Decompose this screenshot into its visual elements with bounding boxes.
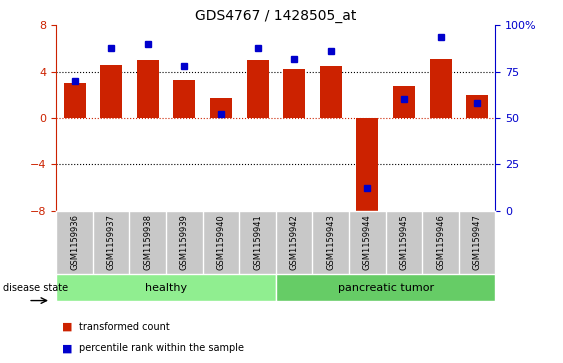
Bar: [320, 66, 342, 118]
Text: GSM1159939: GSM1159939: [180, 215, 189, 270]
Text: GSM1159942: GSM1159942: [290, 215, 298, 270]
Bar: [64, 83, 86, 118]
Text: GSM1159937: GSM1159937: [107, 214, 115, 270]
Text: percentile rank within the sample: percentile rank within the sample: [79, 343, 244, 354]
Bar: [283, 69, 305, 118]
Bar: [356, 118, 378, 216]
Bar: [247, 60, 269, 118]
Bar: [210, 98, 232, 118]
Text: ■: ■: [62, 322, 73, 332]
Text: pancreatic tumor: pancreatic tumor: [338, 283, 434, 293]
Text: GSM1159944: GSM1159944: [363, 215, 372, 270]
Bar: [56, 274, 276, 301]
Text: transformed count: transformed count: [79, 322, 169, 332]
Text: healthy: healthy: [145, 283, 187, 293]
Text: disease state: disease state: [3, 283, 68, 293]
Bar: [173, 80, 195, 118]
Text: GSM1159945: GSM1159945: [400, 215, 408, 270]
Text: GSM1159936: GSM1159936: [70, 214, 79, 270]
Text: GSM1159941: GSM1159941: [253, 215, 262, 270]
Text: GSM1159938: GSM1159938: [144, 214, 152, 270]
Text: GSM1159943: GSM1159943: [327, 215, 335, 270]
Bar: [137, 60, 159, 118]
Title: GDS4767 / 1428505_at: GDS4767 / 1428505_at: [195, 9, 356, 23]
Text: GSM1159946: GSM1159946: [436, 215, 445, 270]
Text: GSM1159947: GSM1159947: [473, 215, 481, 270]
Bar: [276, 274, 495, 301]
Text: ■: ■: [62, 343, 73, 354]
Bar: [100, 65, 122, 118]
Text: GSM1159940: GSM1159940: [217, 215, 225, 270]
Bar: [466, 95, 488, 118]
Bar: [393, 86, 415, 118]
Bar: [430, 59, 452, 118]
